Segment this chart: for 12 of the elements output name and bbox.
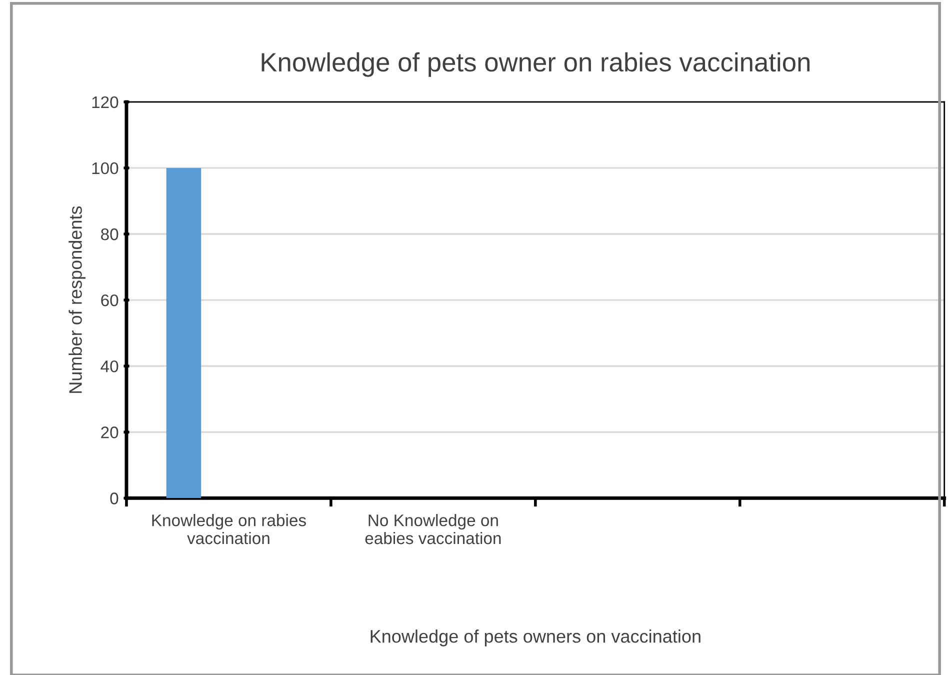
chart-title: Knowledge of pets owner on rabies vaccination [262, 52, 810, 77]
y-tick-label: 60 [101, 294, 118, 306]
y-tick-label: 120 [92, 96, 118, 108]
x-tick-label: Knowledge on rabies vaccination [152, 514, 306, 544]
x-tick-label: No Knowledge on eabies vaccination [365, 514, 501, 544]
x-axis-title: Knowledge of pets owners on vaccination [370, 630, 700, 646]
y-tick-label: 0 [110, 492, 118, 504]
y-tick-label: 40 [100, 360, 118, 372]
y-axis-title: Number of respondents [68, 206, 86, 393]
y-tick-label: 100 [92, 162, 118, 174]
y-tick-label: 20 [101, 426, 118, 438]
y-tick-label: 80 [101, 228, 118, 240]
